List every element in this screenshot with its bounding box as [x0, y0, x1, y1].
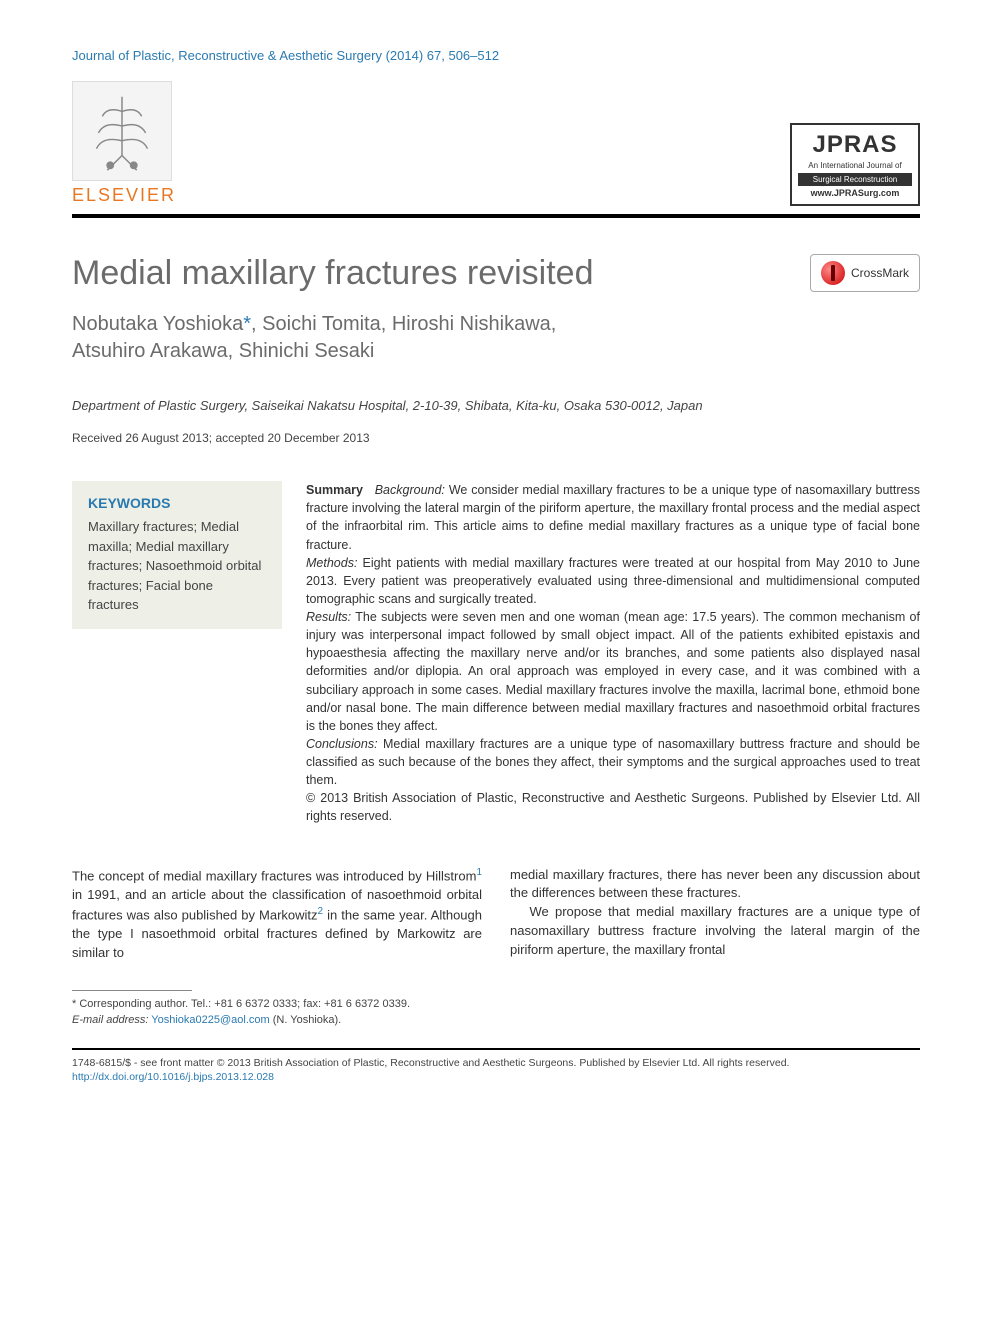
keywords-box: KEYWORDS Maxillary fractures; Medial max…: [72, 481, 282, 629]
body-col-1: The concept of medial maxillary fracture…: [72, 866, 482, 963]
abstract: Summary Background: We consider medial m…: [306, 481, 920, 825]
header-rule: [72, 214, 920, 218]
conclusions-text: Medial maxillary fractures are a unique …: [306, 737, 920, 787]
jpras-subtitle-1: An International Journal of: [798, 161, 912, 171]
body-columns: The concept of medial maxillary fracture…: [72, 866, 920, 963]
email-label: E-mail address:: [72, 1014, 148, 1026]
methods-label: Methods:: [306, 556, 357, 570]
doi-link[interactable]: http://dx.doi.org/10.1016/j.bjps.2013.12…: [72, 1071, 274, 1083]
body-col2-p2: We propose that medial maxillary fractur…: [510, 903, 920, 960]
results-text: The subjects were seven men and one woma…: [306, 610, 920, 733]
summary-label: Summary: [306, 483, 363, 497]
crossmark-icon: [821, 261, 845, 285]
authors-rest-1: , Soichi Tomita, Hiroshi Nishikawa,: [251, 313, 556, 335]
jpras-subtitle-2: Surgical Reconstruction: [798, 173, 912, 186]
title-row: Medial maxillary fractures revisited Cro…: [72, 254, 920, 311]
results-label: Results:: [306, 610, 351, 624]
methods-text: Eight patients with medial maxillary fra…: [306, 556, 920, 606]
corresponding-marker: *: [243, 313, 251, 335]
affiliation: Department of Plastic Surgery, Saiseikai…: [72, 397, 920, 415]
copyright-block: 1748-6815/$ - see front matter © 2013 Br…: [72, 1056, 920, 1084]
email-link[interactable]: Yoshioka0225@aol.com: [151, 1014, 269, 1026]
ref-1[interactable]: 1: [476, 867, 482, 878]
conclusions-label: Conclusions:: [306, 737, 378, 751]
article-title: Medial maxillary fractures revisited: [72, 254, 594, 293]
article-dates: Received 26 August 2013; accepted 20 Dec…: [72, 431, 920, 445]
body-col2-p1: medial maxillary fractures, there has ne…: [510, 866, 920, 904]
crossmark-badge[interactable]: CrossMark: [810, 254, 920, 292]
jpras-logo: JPRAS An International Journal of Surgic…: [790, 123, 920, 206]
issn-line: 1748-6815/$ - see front matter © 2013 Br…: [72, 1056, 920, 1070]
email-suffix: (N. Yoshioka).: [270, 1014, 342, 1026]
elsevier-logo: ELSEVIER: [72, 81, 192, 206]
keywords-list: Maxillary fractures; Medial maxilla; Med…: [88, 517, 266, 615]
abstract-copyright: © 2013 British Association of Plastic, R…: [306, 789, 920, 825]
body-col-2: medial maxillary fractures, there has ne…: [510, 866, 920, 963]
jpras-url: www.JPRASurg.com: [798, 188, 912, 198]
footnotes: * Corresponding author. Tel.: +81 6 6372…: [72, 997, 920, 1028]
journal-reference: Journal of Plastic, Reconstructive & Aes…: [72, 48, 920, 63]
elsevier-tree-icon: [72, 81, 172, 181]
copyright-rule: [72, 1048, 920, 1050]
abstract-row: KEYWORDS Maxillary fractures; Medial max…: [72, 481, 920, 825]
authors: Nobutaka Yoshioka*, Soichi Tomita, Hiros…: [72, 311, 920, 365]
elsevier-wordmark: ELSEVIER: [72, 185, 192, 206]
footnote-rule: [72, 990, 192, 991]
corresponding-author-note: * Corresponding author. Tel.: +81 6 6372…: [72, 997, 920, 1012]
header-row: ELSEVIER JPRAS An International Journal …: [72, 81, 920, 206]
author-1: Nobutaka Yoshioka: [72, 313, 243, 335]
background-label: Background:: [375, 483, 445, 497]
crossmark-label: CrossMark: [851, 266, 909, 280]
authors-rest-2: Atsuhiro Arakawa, Shinichi Sesaki: [72, 340, 374, 362]
keywords-heading: KEYWORDS: [88, 495, 266, 511]
jpras-title: JPRAS: [798, 131, 912, 159]
body-p1a: The concept of medial maxillary fracture…: [72, 868, 476, 883]
